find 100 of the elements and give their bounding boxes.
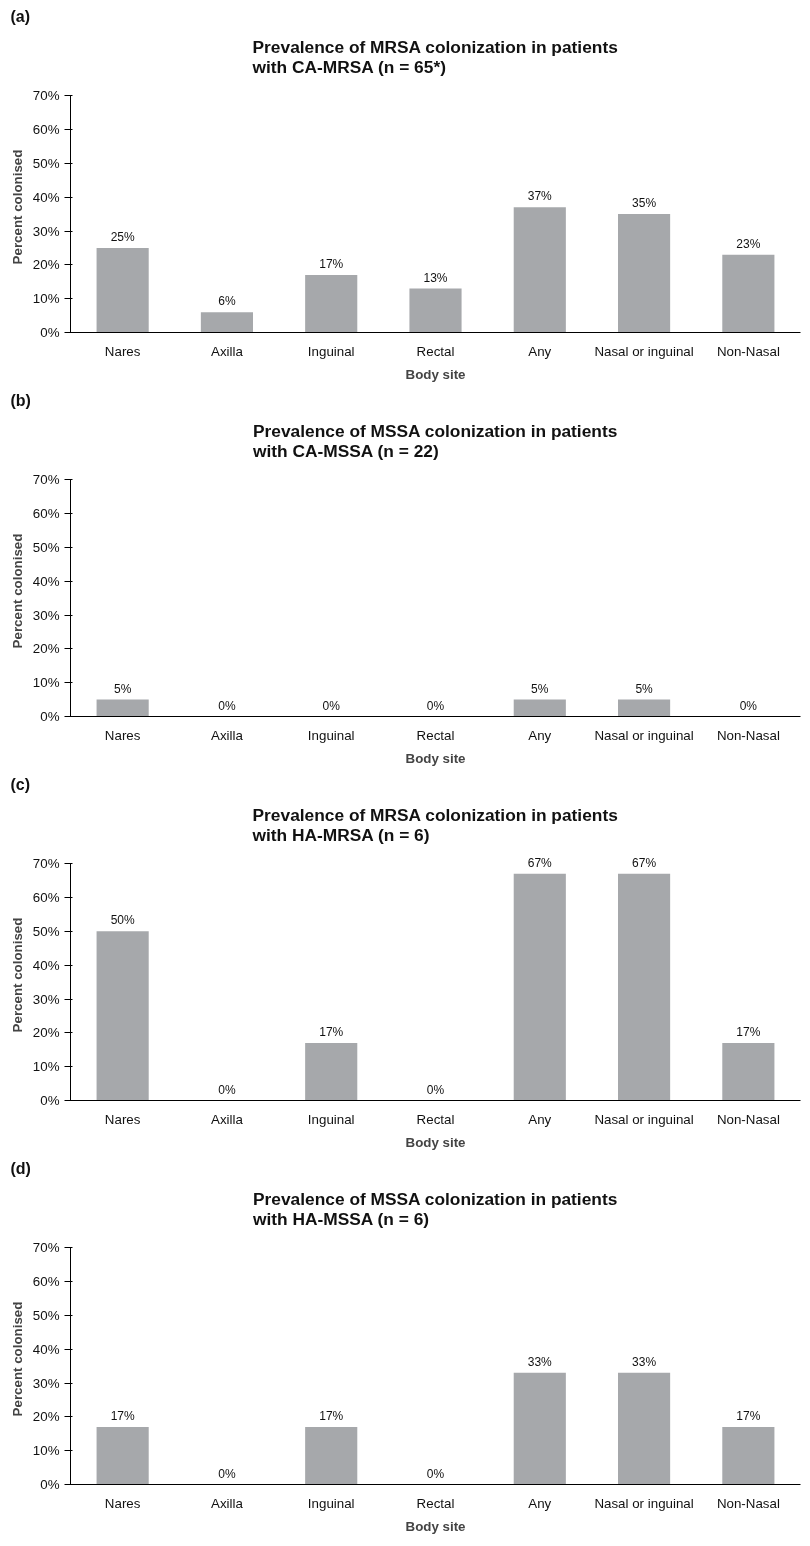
- y-tick-label: 60%: [32, 506, 60, 522]
- data-label: 0%: [426, 1082, 445, 1097]
- text: (d): [10, 1159, 31, 1177]
- x-tick-label: Inguinal: [307, 343, 355, 359]
- y-tick-label: 0%: [40, 709, 60, 724]
- x-tick-label: Nares: [104, 343, 141, 359]
- data-label: 6%: [218, 294, 236, 309]
- bar: [722, 254, 775, 333]
- text: (c): [10, 775, 31, 793]
- x-tick-label: Non-Nasal: [716, 343, 780, 359]
- x-tick-label: Nasal or inguinal: [594, 727, 694, 743]
- y-tick-label: 0%: [40, 1477, 60, 1492]
- data-label: 17%: [319, 1024, 344, 1039]
- bar: [513, 207, 566, 333]
- bar: [96, 931, 149, 1101]
- x-tick-label: Non-Nasal: [716, 727, 780, 743]
- data-label: 13%: [423, 270, 448, 285]
- x-tick-label: Non-Nasal: [716, 1111, 780, 1127]
- y-tick-label: 20%: [32, 257, 60, 273]
- y-tick-label: 70%: [32, 1240, 60, 1256]
- x-tick-label: Rectal: [416, 1111, 455, 1127]
- chart-title: Prevalence of MRSA colonization in patients with CA-MRSA (n = 65*): [251, 36, 618, 77]
- data-label: 17%: [319, 1408, 344, 1423]
- x-axis-title: Body site: [405, 1518, 466, 1534]
- y-axis-title: Percent colonised: [9, 149, 25, 265]
- x-axis-title: Body site: [405, 750, 466, 766]
- y-axis-title: Percent colonised: [9, 533, 25, 649]
- chart-title: Prevalence of MSSA colonization in patients with CA-MSSA (n = 22): [252, 420, 618, 461]
- y-tick-label: 20%: [32, 1025, 60, 1041]
- x-tick-label: Nares: [104, 1495, 141, 1511]
- x-tick-label: Inguinal: [307, 1111, 355, 1127]
- y-tick-label: 0%: [40, 325, 60, 340]
- x-tick-label: Axilla: [211, 343, 244, 359]
- y-tick-label: 30%: [32, 607, 60, 623]
- y-tick-label: 0%: [40, 1093, 60, 1108]
- x-tick-label: Inguinal: [307, 1495, 355, 1511]
- y-tick-label: 70%: [32, 472, 60, 488]
- data-label: 67%: [527, 855, 553, 870]
- data-label: 67%: [632, 855, 657, 870]
- data-label: 17%: [736, 1408, 761, 1423]
- bar: [305, 274, 358, 333]
- data-label: 0%: [218, 1082, 236, 1097]
- bar: [618, 214, 671, 333]
- data-label: 37%: [527, 189, 553, 204]
- data-label: 23%: [736, 236, 761, 251]
- x-tick-label: Nares: [104, 727, 141, 743]
- data-label: 0%: [426, 698, 445, 713]
- bar: [305, 1042, 358, 1101]
- x-tick-label: Any: [528, 727, 552, 743]
- x-tick-label: Axilla: [211, 1111, 244, 1127]
- x-tick-label: Nasal or inguinal: [594, 343, 694, 359]
- data-label: 0%: [739, 698, 758, 713]
- y-tick-label: 40%: [32, 1341, 60, 1357]
- chart-title: Prevalence of MRSA colonization in patients with HA-MRSA (n = 6): [251, 804, 618, 845]
- x-tick-label: Any: [528, 343, 552, 359]
- data-label: 33%: [527, 1354, 553, 1369]
- y-tick-label: 30%: [32, 223, 60, 239]
- data-label: 5%: [113, 681, 132, 696]
- y-tick-label: 30%: [32, 1375, 60, 1391]
- data-label: 50%: [110, 913, 135, 928]
- y-tick-label: 60%: [32, 122, 60, 138]
- data-label: 17%: [319, 256, 344, 271]
- y-tick-label: 50%: [32, 923, 60, 939]
- x-tick-label: Rectal: [416, 343, 455, 359]
- y-tick-label: 10%: [32, 1443, 60, 1459]
- x-tick-label: Any: [528, 1495, 552, 1511]
- x-tick-label: Rectal: [416, 1495, 455, 1511]
- x-tick-label: Axilla: [211, 727, 244, 743]
- y-tick-label: 20%: [32, 1409, 60, 1425]
- bar: [409, 288, 462, 333]
- y-tick-label: 60%: [32, 1274, 60, 1290]
- data-label: 35%: [632, 196, 657, 211]
- y-tick-label: 40%: [32, 189, 60, 205]
- y-tick-label: 40%: [32, 573, 60, 589]
- y-tick-label: 20%: [32, 641, 60, 657]
- data-label: 17%: [110, 1408, 135, 1423]
- bar: [513, 873, 566, 1101]
- bar: [200, 312, 253, 333]
- y-tick-label: 10%: [32, 675, 60, 691]
- y-tick-label: 60%: [32, 890, 60, 906]
- y-tick-label: 10%: [32, 1059, 60, 1075]
- data-label: 0%: [426, 1466, 445, 1481]
- x-tick-label: Rectal: [416, 727, 455, 743]
- bar: [722, 1042, 775, 1101]
- x-tick-label: Any: [528, 1111, 552, 1127]
- y-tick-label: 70%: [32, 856, 60, 872]
- y-tick-label: 50%: [32, 1307, 60, 1323]
- data-label: 33%: [632, 1354, 657, 1369]
- y-axis-title: Percent colonised: [9, 1301, 25, 1417]
- text: (a): [10, 7, 31, 25]
- data-label: 5%: [531, 681, 549, 696]
- y-tick-label: 40%: [32, 957, 60, 973]
- data-label: 0%: [322, 698, 341, 713]
- y-tick-label: 10%: [32, 291, 60, 307]
- data-label: 5%: [635, 681, 654, 696]
- y-tick-label: 30%: [32, 991, 60, 1007]
- y-tick-label: 50%: [32, 539, 60, 555]
- x-tick-label: Non-Nasal: [716, 1495, 780, 1511]
- data-label: 0%: [218, 698, 236, 713]
- x-tick-label: Nasal or inguinal: [594, 1495, 694, 1511]
